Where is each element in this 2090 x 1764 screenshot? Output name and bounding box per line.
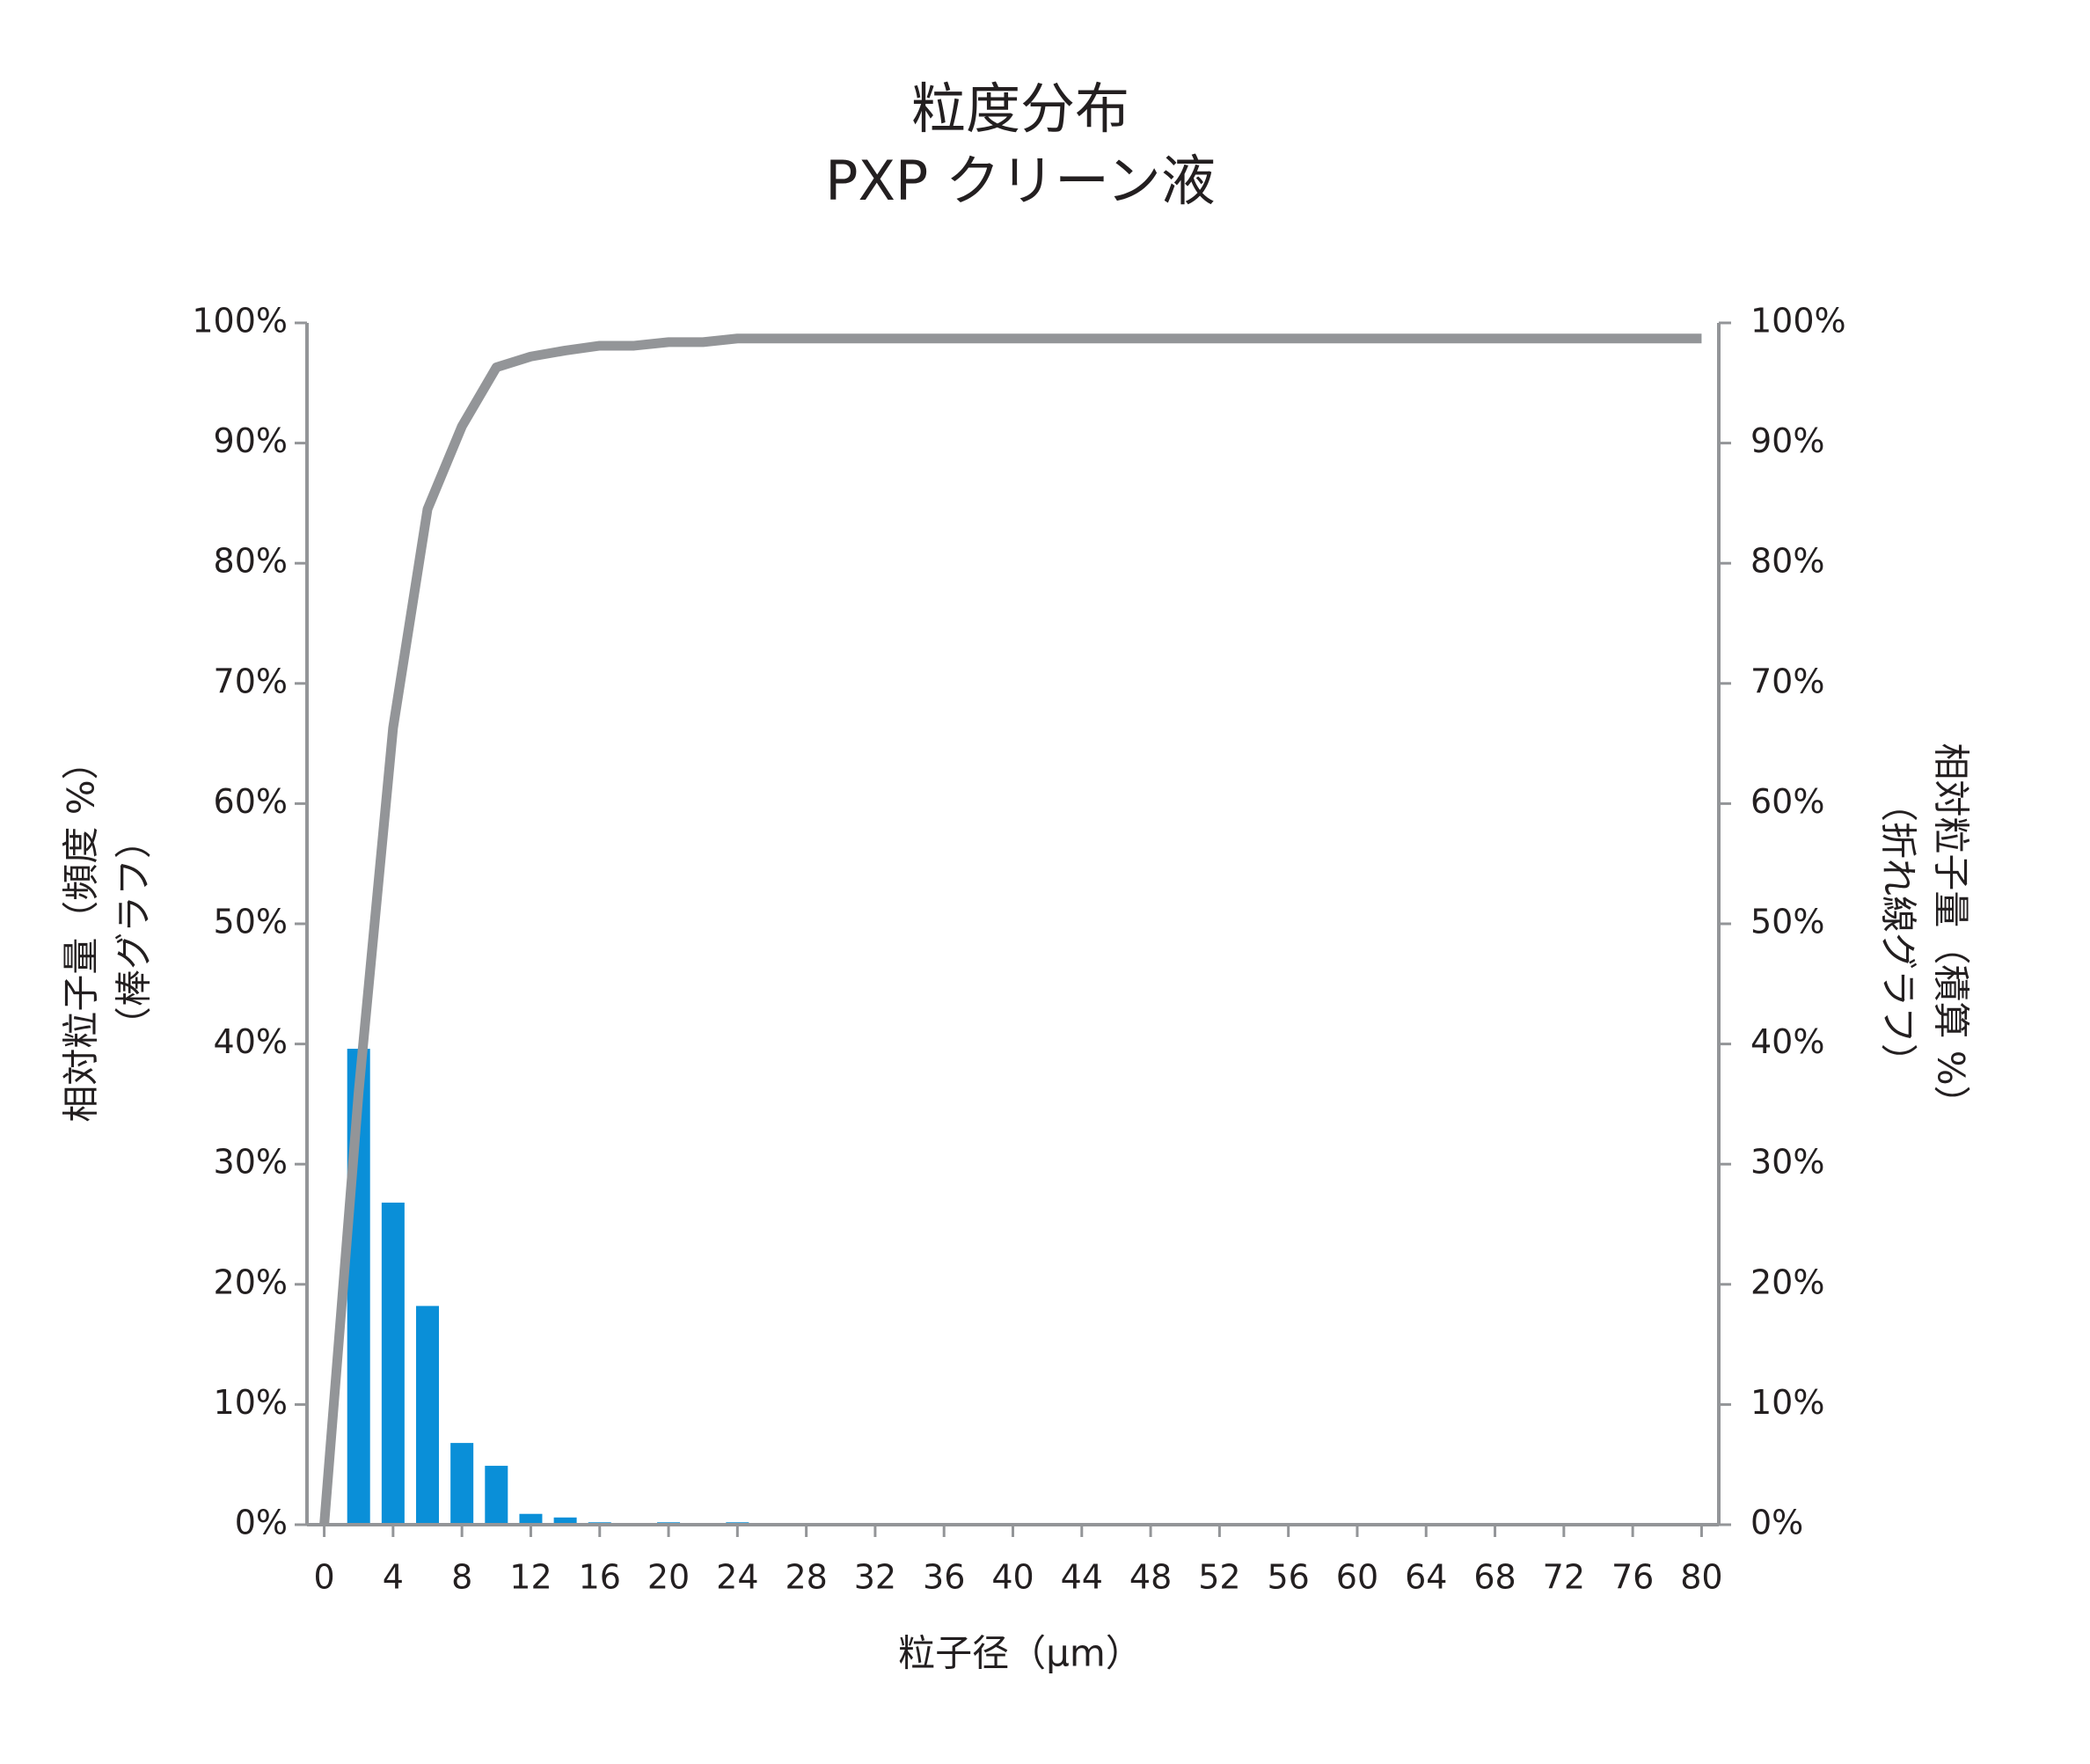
y2-axis-label: （折れ線グラフ） (1877, 785, 1920, 1080)
x-tick-label: 4 (383, 1558, 404, 1597)
y-tick-label: 10% (214, 1383, 288, 1422)
y2-tick-label: 90% (1750, 421, 1824, 460)
y2-tick-label: 30% (1750, 1143, 1824, 1182)
y2-tick-label: 100% (1750, 302, 1846, 340)
x-tick-label: 68 (1473, 1558, 1516, 1597)
y-axis-label: （棒グラフ） (113, 822, 156, 1043)
cumulative-line (319, 333, 1702, 1526)
y2-axis-label-group: 相対粒子量（積算 %） （折れ線グラフ） (1877, 743, 1973, 1122)
y-tick-label: 30% (214, 1143, 288, 1182)
y-tick-label: 0% (235, 1504, 288, 1542)
x-tick-label: 48 (1129, 1558, 1172, 1597)
y-tick-label: 70% (214, 662, 288, 700)
bar (450, 1443, 474, 1525)
bar (519, 1513, 543, 1525)
y-tick-label: 80% (214, 542, 288, 581)
y2-tick-label: 10% (1750, 1383, 1824, 1422)
x-tick-label: 40 (991, 1558, 1034, 1597)
x-tick-label: 76 (1611, 1558, 1654, 1597)
y2-axis-label: 相対粒子量（積算 %） (1930, 743, 1973, 1122)
y-tick-label: 90% (214, 421, 288, 460)
chart-title: PXP クリーン液 (825, 149, 1216, 213)
x-axis-label: 粒子径（μm） (898, 1632, 1143, 1675)
y-tick-label: 40% (214, 1022, 288, 1061)
y2-tick-label: 80% (1750, 542, 1824, 581)
x-tick-label: 8 (451, 1558, 472, 1597)
x-tick-label: 56 (1267, 1558, 1309, 1597)
x-tick-label: 0 (313, 1558, 334, 1597)
y-tick-label: 20% (214, 1263, 288, 1301)
y2-tick-label: 0% (1750, 1504, 1803, 1542)
x-tick-label: 52 (1198, 1558, 1240, 1597)
x-tick-label: 80 (1680, 1558, 1722, 1597)
x-tick-label: 72 (1543, 1558, 1585, 1597)
bar (381, 1202, 405, 1525)
x-tick-label: 16 (579, 1558, 621, 1597)
y-tick-label: 100% (192, 302, 288, 340)
chart-title: 粒度分布 (911, 77, 1129, 141)
y-axis-label: 相対粒子量（頻度 %） (60, 743, 103, 1122)
x-tick-label: 12 (509, 1558, 552, 1597)
bar (553, 1517, 577, 1525)
x-tick-label: 44 (1061, 1558, 1103, 1597)
x-tick-label: 60 (1336, 1558, 1378, 1597)
y-tick-label: 60% (214, 782, 288, 821)
y-tick-label: 50% (214, 903, 288, 941)
y2-tick-label: 60% (1750, 782, 1824, 821)
x-tick-label: 20 (647, 1558, 690, 1597)
x-tick-label: 32 (854, 1558, 896, 1597)
x-tick-label: 24 (716, 1558, 758, 1597)
bar (485, 1466, 508, 1525)
y-axis-label-group: 相対粒子量（頻度 %） （棒グラフ） (60, 743, 156, 1122)
bar (416, 1306, 440, 1525)
x-tick-label: 36 (923, 1558, 965, 1597)
y2-tick-label: 40% (1750, 1022, 1824, 1061)
y2-tick-label: 20% (1750, 1263, 1824, 1301)
y2-tick-label: 50% (1750, 903, 1824, 941)
y2-tick-label: 70% (1750, 662, 1824, 700)
x-tick-label: 28 (785, 1558, 827, 1597)
x-tick-label: 64 (1405, 1558, 1447, 1597)
